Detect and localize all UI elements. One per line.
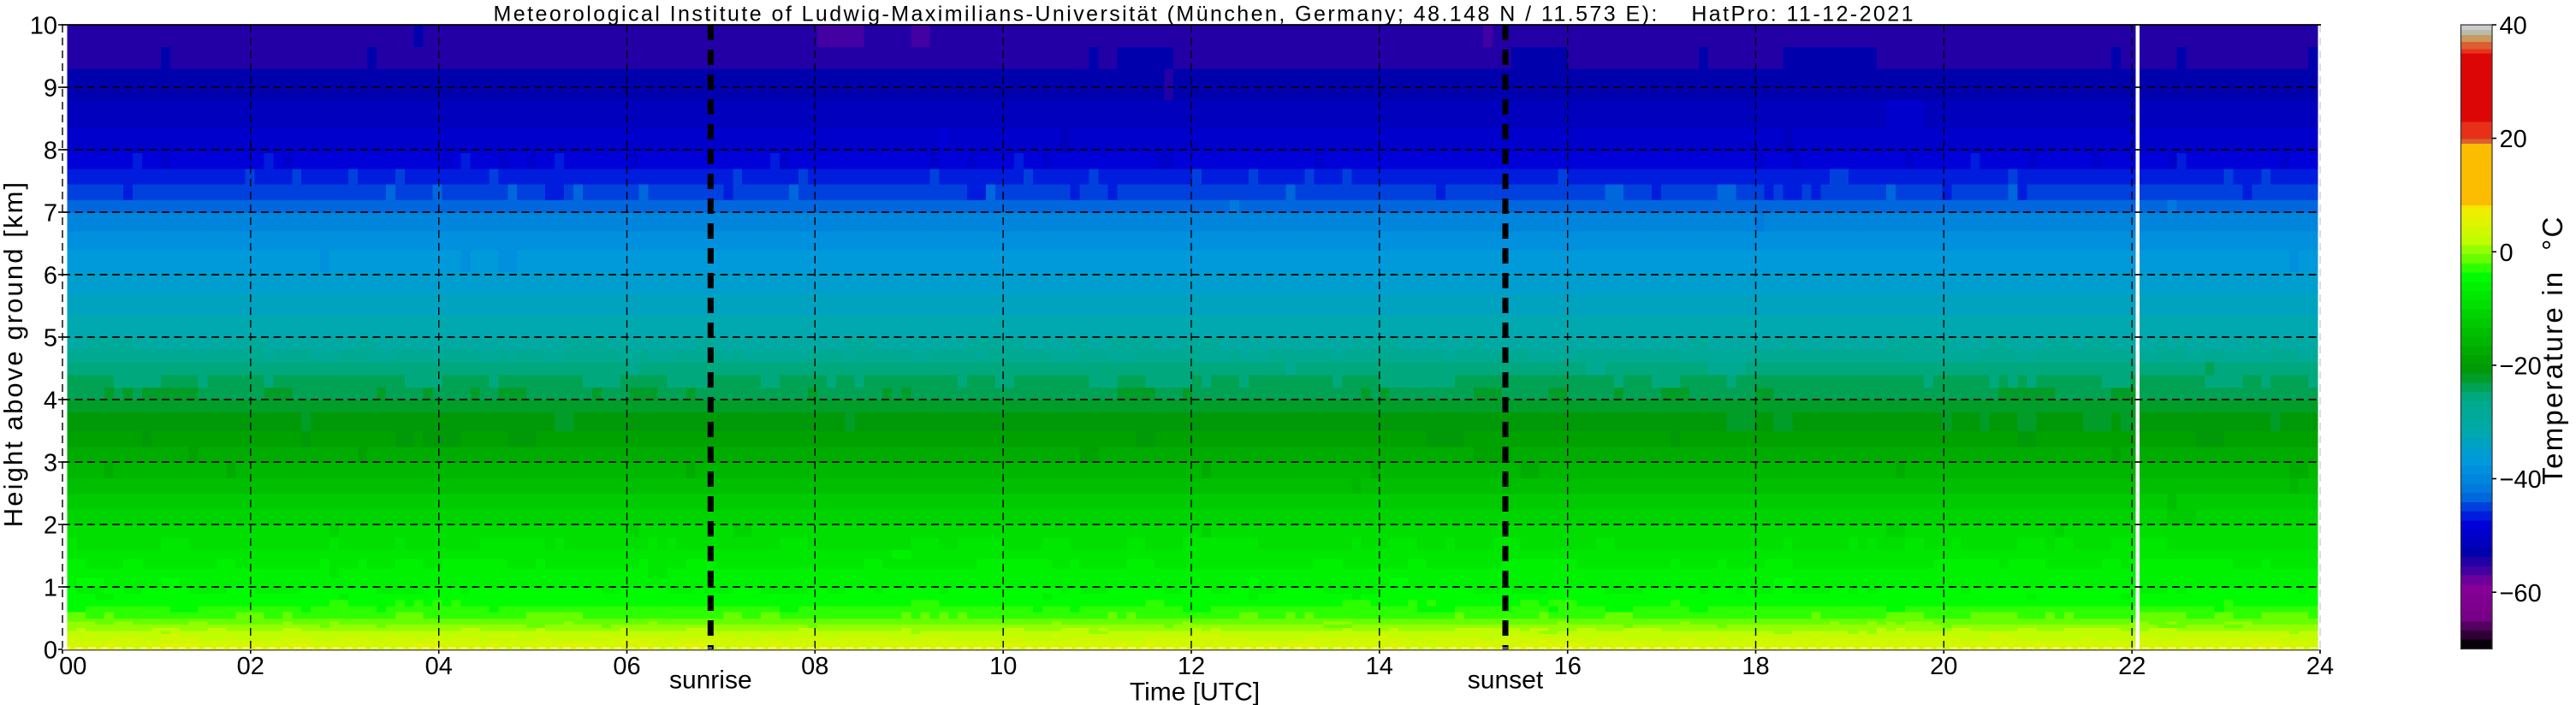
svg-text:06: 06 (613, 653, 640, 680)
svg-text:08: 08 (801, 653, 828, 680)
svg-text:24: 24 (2306, 653, 2334, 680)
svg-text:Meteorological Institute of Lu: Meteorological Institute of Ludwig-Maxim… (494, 3, 1914, 27)
svg-text:Temperature in °C: Temperature in °C (2537, 215, 2568, 484)
svg-text:−20: −20 (2500, 353, 2542, 381)
svg-text:0: 0 (44, 637, 57, 665)
svg-text:5: 5 (44, 325, 57, 352)
svg-text:18: 18 (1742, 653, 1769, 680)
svg-text:40: 40 (2500, 13, 2527, 40)
svg-text:10: 10 (989, 653, 1017, 680)
svg-text:00: 00 (59, 653, 86, 680)
svg-text:16: 16 (1554, 653, 1582, 680)
svg-text:10: 10 (30, 13, 57, 40)
svg-text:02: 02 (237, 653, 264, 680)
svg-text:9: 9 (44, 75, 57, 103)
svg-text:20: 20 (1930, 653, 1957, 680)
svg-text:7: 7 (44, 200, 57, 228)
svg-text:4: 4 (44, 388, 57, 415)
svg-text:12: 12 (1178, 653, 1205, 680)
svg-text:Height above ground [km]: Height above ground [km] (0, 181, 28, 527)
svg-text:14: 14 (1366, 653, 1393, 680)
svg-text:3: 3 (44, 450, 57, 477)
svg-text:sunrise: sunrise (669, 666, 752, 695)
svg-text:1: 1 (44, 575, 57, 602)
svg-text:22: 22 (2118, 653, 2146, 680)
svg-text:−40: −40 (2500, 466, 2542, 494)
svg-text:04: 04 (425, 653, 453, 680)
svg-text:6: 6 (44, 263, 57, 290)
svg-text:2: 2 (44, 512, 57, 540)
svg-text:Time [UTC]: Time [UTC] (1130, 678, 1260, 705)
svg-text:0: 0 (2500, 240, 2514, 267)
svg-text:20: 20 (2500, 126, 2527, 153)
svg-text:sunset: sunset (1468, 666, 1544, 695)
svg-text:8: 8 (44, 138, 57, 165)
svg-text:−60: −60 (2500, 580, 2542, 607)
